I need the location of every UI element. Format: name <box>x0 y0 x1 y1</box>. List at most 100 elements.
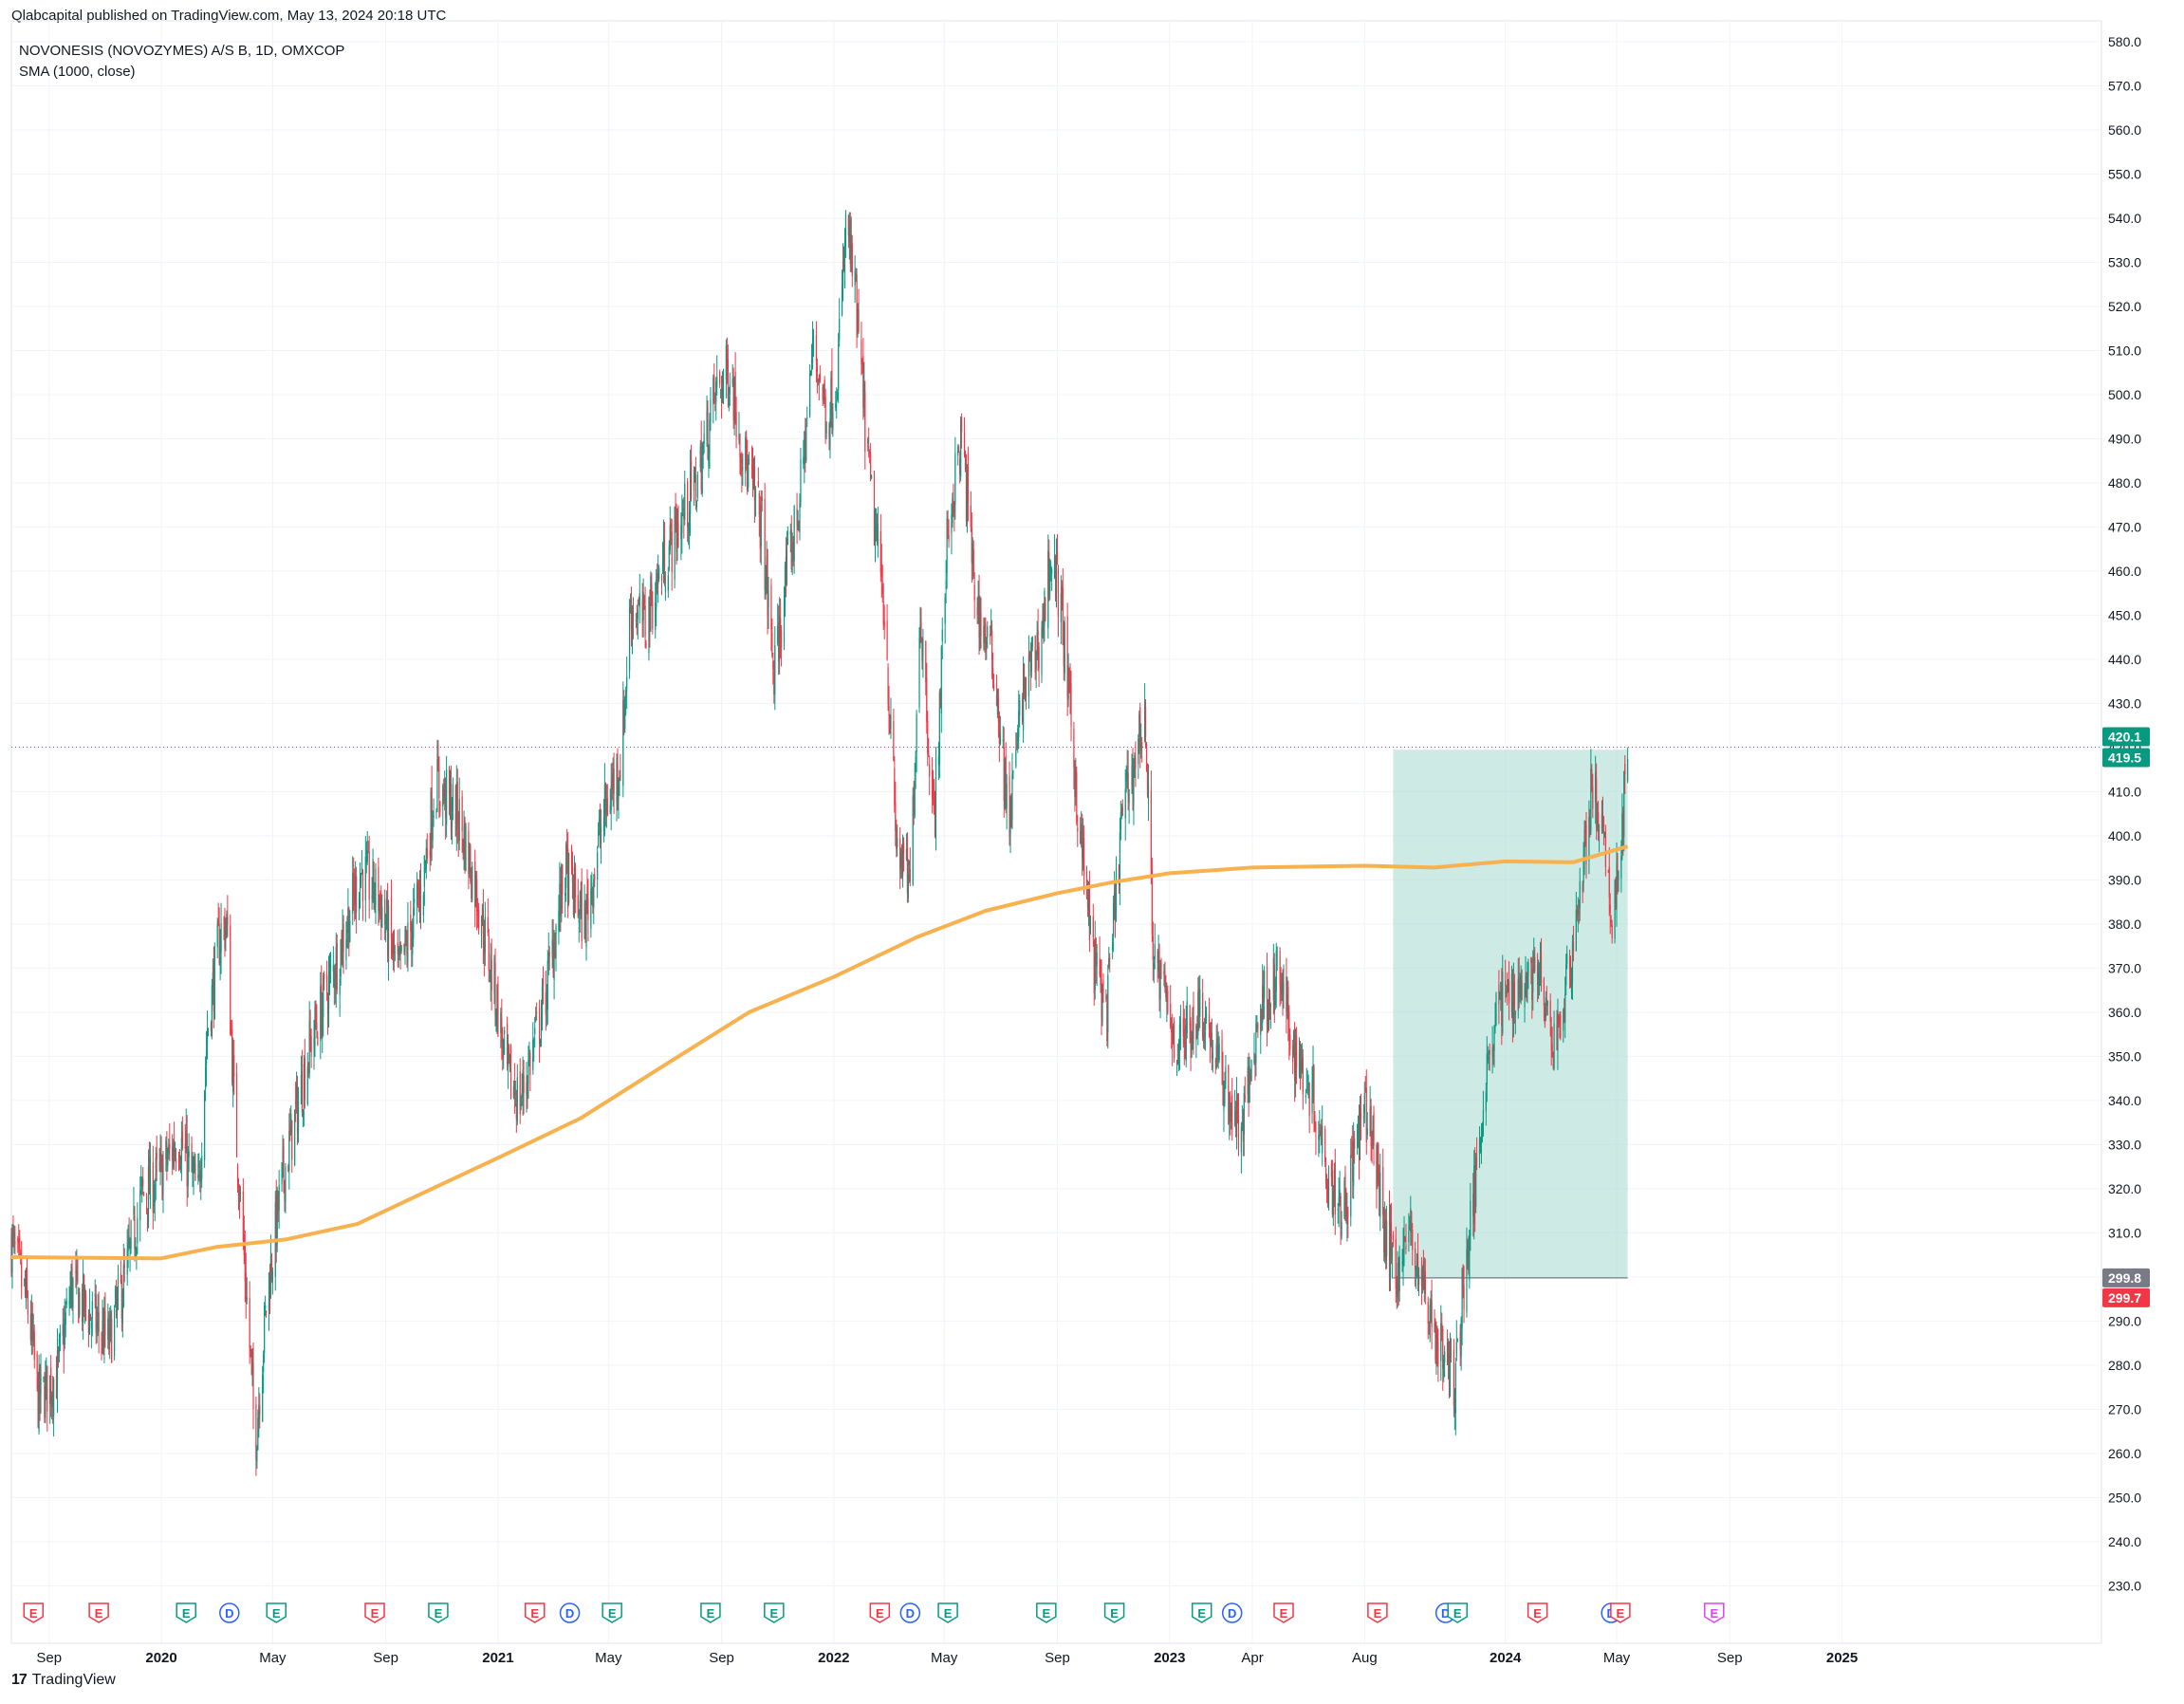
candle-body <box>1167 991 1169 1012</box>
candle-body <box>1538 974 1541 980</box>
candle-body <box>1069 679 1071 693</box>
candle-body <box>519 1071 521 1115</box>
candle-body <box>1409 1226 1411 1230</box>
candle-body <box>1034 635 1036 673</box>
candle-body <box>1256 1024 1258 1027</box>
candle-body <box>542 979 545 986</box>
candle-body <box>759 516 761 549</box>
candle-body <box>288 1131 290 1171</box>
indicator-label[interactable]: SMA (1000, close) <box>19 64 136 80</box>
candle-body <box>1022 662 1025 731</box>
candle-body <box>578 919 580 923</box>
y-tick-label: 520.0 <box>2108 299 2141 314</box>
candle-body <box>1440 1323 1442 1361</box>
candle-body <box>1140 745 1142 752</box>
candle-body <box>1302 1057 1304 1095</box>
candle-body <box>876 532 879 539</box>
tradingview-logo[interactable]: 17 TradingView <box>11 1672 116 1689</box>
candle-body <box>839 318 841 341</box>
candle-body <box>37 1375 39 1427</box>
candle-body <box>828 424 830 438</box>
candle-body <box>972 549 974 577</box>
candle-body <box>818 380 820 382</box>
candle-body <box>129 1240 131 1251</box>
candle-body <box>1602 818 1605 827</box>
candle-body <box>1441 1322 1443 1333</box>
candle-body <box>707 407 709 458</box>
candle-body <box>187 1151 189 1186</box>
candle-body <box>925 641 927 682</box>
candle-body <box>749 459 750 461</box>
candle-body <box>602 817 605 831</box>
candle-body <box>990 625 992 633</box>
candle-body <box>948 535 950 542</box>
candle-body <box>38 1368 40 1432</box>
y-tick-label: 280.0 <box>2108 1358 2141 1373</box>
candle-body <box>1579 880 1581 909</box>
candle-body <box>1018 711 1020 737</box>
candle-body <box>787 539 788 545</box>
candle-body <box>1609 904 1611 914</box>
candle-body <box>1325 1168 1327 1185</box>
candle-body <box>1481 1133 1484 1138</box>
candle-body <box>729 384 731 395</box>
candle-body <box>610 785 612 810</box>
earnings-event-icon <box>602 1602 622 1623</box>
candle-body <box>1478 1139 1481 1155</box>
candle-body <box>1549 1000 1551 1022</box>
y-axis[interactable]: 230.0240.0250.0260.0270.0280.0290.0300.0… <box>2101 21 2141 1643</box>
candle-body <box>263 1354 265 1372</box>
candle-body <box>1283 983 1285 996</box>
candle-body <box>88 1310 91 1334</box>
candle-body <box>1301 1061 1303 1070</box>
candle-body <box>1366 1128 1368 1135</box>
event-letter: E <box>1374 1606 1382 1621</box>
candle-body <box>616 758 618 802</box>
candle-body <box>623 701 625 733</box>
candle-body <box>361 870 363 901</box>
candle-body <box>824 397 826 438</box>
candle-body <box>250 1345 251 1351</box>
candle-body <box>1391 1242 1394 1260</box>
candle-body <box>1372 1121 1374 1142</box>
candle-body <box>394 952 396 954</box>
chart-title[interactable]: NOVONESIS (NOVOZYMES) A/S B, 1D, OMXCOP <box>19 43 344 59</box>
candle-body <box>87 1315 90 1333</box>
candle-body <box>1360 1113 1362 1121</box>
candle-body <box>779 616 781 659</box>
candle-body <box>1583 829 1585 861</box>
candle-body <box>1215 1045 1217 1068</box>
candle-body <box>1412 1229 1414 1250</box>
candle-body <box>628 606 631 672</box>
candle-body <box>593 879 595 908</box>
candle-body <box>422 894 424 916</box>
y-tick-label: 500.0 <box>2108 387 2141 402</box>
candle-body <box>1274 991 1276 1005</box>
candle-body <box>663 539 666 584</box>
candle-body <box>306 1066 308 1104</box>
x-axis[interactable]: Sep 2020 May Sep 2021 May Sep 2022 May Sep 2023 Apr… <box>11 1642 2101 1666</box>
candle-body <box>855 276 857 278</box>
candle-body <box>145 1197 148 1201</box>
candle-body <box>554 951 556 959</box>
candle-body <box>480 928 483 935</box>
candle-body <box>417 894 420 898</box>
earnings-event-icon <box>428 1602 449 1623</box>
candle-body <box>1564 993 1566 1024</box>
candle-body <box>1344 1173 1346 1200</box>
candle-body <box>680 525 682 540</box>
candle-body <box>1326 1190 1329 1197</box>
candle-body <box>778 621 780 662</box>
candle-body <box>284 1179 286 1201</box>
candle-body <box>1174 1021 1175 1059</box>
y-tick-label: 530.0 <box>2108 254 2141 269</box>
candle-body <box>657 573 659 585</box>
y-tick-label: 490.0 <box>2108 431 2141 446</box>
candle-body <box>1604 832 1606 868</box>
event-letter: D <box>225 1606 233 1621</box>
candle-body <box>913 799 915 810</box>
candle-body <box>424 861 426 864</box>
candle-body <box>258 1404 260 1420</box>
candle-body <box>1480 1136 1483 1143</box>
